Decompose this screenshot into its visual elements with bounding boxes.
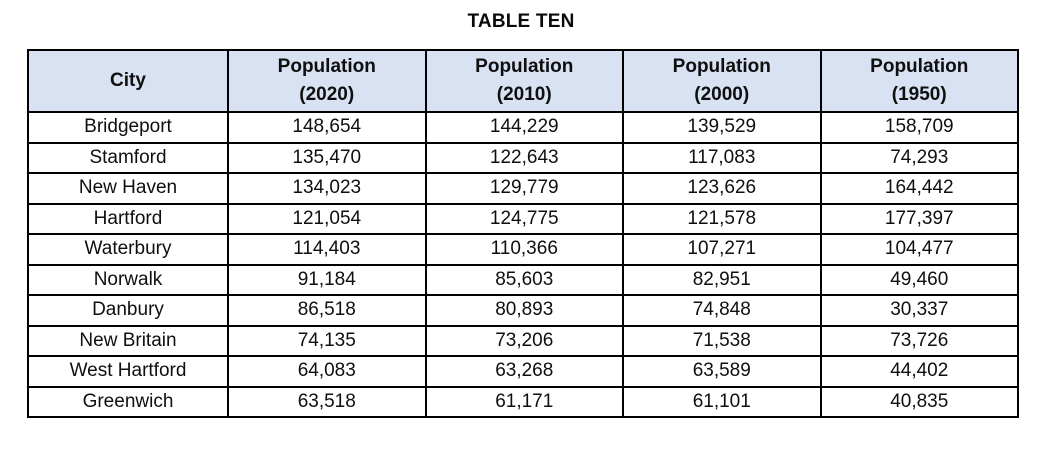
city-cell: West Hartford [27,355,229,388]
table-header: City Population (2020) Population (2010) Po… [27,49,1019,113]
city-cell: Norwalk [27,263,229,296]
population-cell: 49,460 [819,263,1019,296]
table-row: Bridgeport 148,654 144,229 139,529 158,709 [27,111,1019,144]
population-cell: 114,403 [227,233,427,266]
table-title: TABLE TEN [467,11,575,32]
city-cell: Bridgeport [27,111,229,144]
city-cell: New Britain [27,324,229,357]
table-row: New Britain 74,135 73,206 71,538 73,726 [27,324,1019,357]
table-row: Hartford 121,054 124,775 121,578 177,397 [27,202,1019,235]
column-header: Population (2000) [622,49,822,113]
population-cell: 124,775 [424,202,624,235]
population-cell: 44,402 [819,355,1019,388]
population-cell: 148,654 [227,111,427,144]
column-header: Population (2020) [227,49,427,113]
population-cell: 64,083 [227,355,427,388]
population-cell: 73,206 [424,324,624,357]
population-cell: 164,442 [819,172,1019,205]
population-cell: 91,184 [227,263,427,296]
population-cell: 74,848 [622,294,822,327]
population-cell: 117,083 [622,141,822,174]
population-cell: 110,366 [424,233,624,266]
header-row: City Population (2020) Population (2010) Po… [27,49,1019,113]
city-cell: Stamford [27,141,229,174]
table-row: Norwalk 91,184 85,603 82,951 49,460 [27,263,1019,296]
table-row: Greenwich 63,518 61,171 61,101 40,835 [27,385,1019,418]
population-cell: 30,337 [819,294,1019,327]
table-row: Waterbury 114,403 110,366 107,271 104,477 [27,233,1019,266]
table-row: New Haven 134,023 129,779 123,626 164,442 [27,172,1019,205]
population-cell: 121,054 [227,202,427,235]
population-cell: 144,229 [424,111,624,144]
population-cell: 82,951 [622,263,822,296]
population-table: City Population (2020) Population (2010) Po… [27,49,1019,418]
population-cell: 86,518 [227,294,427,327]
population-cell: 177,397 [819,202,1019,235]
population-cell: 61,171 [424,385,624,418]
population-cell: 63,268 [424,355,624,388]
population-cell: 158,709 [819,111,1019,144]
table-row: West Hartford 64,083 63,268 63,589 44,402 [27,355,1019,388]
population-cell: 63,589 [622,355,822,388]
population-cell: 121,578 [622,202,822,235]
column-header-city: City [27,49,229,113]
city-cell: Danbury [27,294,229,327]
population-cell: 80,893 [424,294,624,327]
population-cell: 134,023 [227,172,427,205]
table-row: Danbury 86,518 80,893 74,848 30,337 [27,294,1019,327]
population-cell: 74,293 [819,141,1019,174]
table-row: Stamford 135,470 122,643 117,083 74,293 [27,141,1019,174]
population-cell: 71,538 [622,324,822,357]
population-cell: 40,835 [819,385,1019,418]
population-cell: 85,603 [424,263,624,296]
population-cell: 129,779 [424,172,624,205]
table-body: Bridgeport 148,654 144,229 139,529 158,709 St… [27,111,1019,418]
population-cell: 61,101 [622,385,822,418]
population-cell: 63,518 [227,385,427,418]
population-cell: 73,726 [819,324,1019,357]
population-cell: 135,470 [227,141,427,174]
population-cell: 123,626 [622,172,822,205]
population-cell: 122,643 [424,141,624,174]
city-cell: Greenwich [27,385,229,418]
population-cell: 107,271 [622,233,822,266]
city-cell: Waterbury [27,233,229,266]
population-cell: 74,135 [227,324,427,357]
population-cell: 104,477 [819,233,1019,266]
population-cell: 139,529 [622,111,822,144]
column-header: Population (1950) [819,49,1019,113]
city-cell: Hartford [27,202,229,235]
city-cell: New Haven [27,172,229,205]
column-header: Population (2010) [424,49,624,113]
